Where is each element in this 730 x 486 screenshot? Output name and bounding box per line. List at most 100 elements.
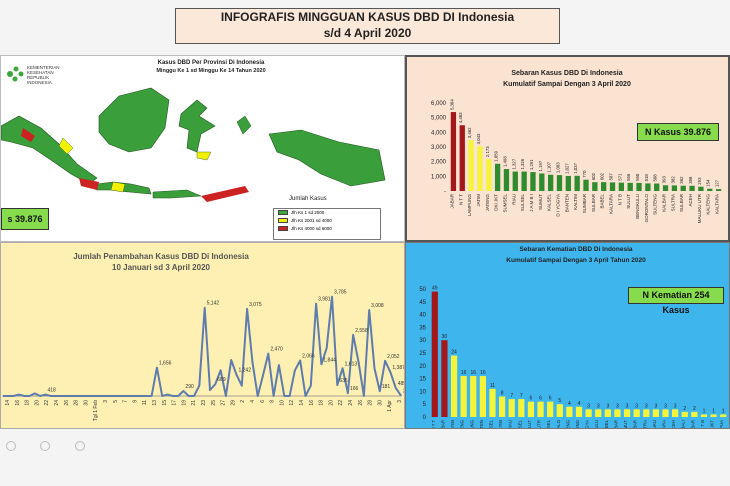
data-point [193, 395, 195, 397]
papua-shape [268, 129, 386, 187]
data-point [373, 367, 376, 370]
data-label: 1,613 [345, 361, 358, 367]
x-tick-label: 24 [54, 400, 60, 406]
category-label: PAPUA [719, 420, 724, 429]
data-label: 49 [432, 286, 438, 292]
data-point [140, 395, 142, 397]
chart-subtitle: Kumulatif Sampai Dengan 3 April Tahun 20… [506, 257, 646, 264]
category-label: MALUKU UTR [537, 420, 542, 429]
category-label: SUMSEL [546, 419, 551, 429]
category-label: N T B [700, 420, 705, 429]
bar [441, 340, 448, 417]
x-tick-label: 22 [44, 400, 50, 406]
chart-title: Sebaran Kasus DBD Di Indonesia [511, 70, 622, 77]
x-tick-label: 14 [299, 400, 305, 406]
bar [710, 414, 717, 417]
y-tick-label: 15 [419, 377, 426, 383]
data-point [135, 395, 137, 397]
data-label: 602 [600, 172, 605, 180]
category-label: BENGKULU [594, 420, 599, 429]
x-tick-label: 16 [15, 400, 21, 406]
data-label: 11 [490, 383, 495, 389]
data-label: 1,859 [494, 150, 499, 161]
bar [574, 175, 580, 191]
legend-item: Jlh Ks 2001 sd 4000 [274, 217, 380, 225]
data-point [103, 395, 105, 397]
bar [477, 146, 483, 191]
bar [470, 376, 477, 417]
legend-swatch-yellow [278, 218, 288, 224]
category-label: BABEL [600, 194, 605, 209]
data-label: 8 [501, 391, 504, 397]
data-label: 635 [339, 378, 348, 384]
y-tick-label: 5 [423, 402, 427, 408]
category-label: SUMUT [538, 194, 543, 210]
data-point [267, 352, 269, 355]
maluku-shape [236, 115, 252, 135]
legend-label: Jlh Ks 4000 sd 6000 [291, 226, 332, 231]
data-point [310, 385, 312, 387]
y-tick-label: 2,000 [431, 160, 447, 166]
category-label: JATIM [476, 194, 481, 207]
data-point [347, 392, 349, 394]
category-label: BANTEN [564, 194, 569, 212]
data-point [219, 369, 222, 371]
data-label: 3 [597, 403, 600, 409]
data-label: 2,558 [355, 328, 368, 334]
data-label: 1 [712, 408, 715, 414]
bar [489, 388, 496, 417]
data-point [241, 385, 243, 387]
category-label: J A M B I [529, 194, 534, 212]
data-point [129, 395, 131, 397]
data-label: 3,785 [334, 290, 347, 296]
data-label: 2 [693, 406, 696, 412]
data-label: 382 [670, 176, 675, 184]
category-label: SULSEL [520, 194, 525, 212]
bar [595, 409, 602, 417]
category-label: SULTENG [575, 419, 580, 429]
data-point [182, 390, 185, 392]
footer-circle-icon [74, 441, 85, 451]
data-label: 293 [697, 177, 702, 185]
legend-label: Jlh Ks 2001 sd 4000 [291, 218, 332, 223]
category-label: BANTEN [479, 420, 484, 429]
data-label: 2 [683, 406, 686, 412]
data-label: 3 [674, 403, 677, 409]
category-label: DKI JKT [494, 194, 499, 211]
ntt-red-region [201, 186, 249, 202]
data-point [7, 395, 9, 397]
x-tick-label: 22 [338, 400, 344, 406]
category-label: SULTENG [653, 194, 658, 215]
y-tick-label: 4,000 [431, 130, 447, 136]
bar [530, 172, 536, 191]
category-label: N T T [458, 194, 463, 205]
x-tick-label: 10 [279, 400, 285, 406]
daily-line-chart: Jumlah Penambahan Kasus DBD Di Indonesia… [2, 252, 404, 421]
data-point [18, 394, 20, 396]
y-tick-label: - [444, 189, 446, 195]
bar [681, 411, 688, 417]
data-label: 7 [510, 393, 513, 399]
x-tick-label: 9 [132, 400, 138, 403]
data-label: 3 [645, 403, 648, 409]
category-label: JABAR [440, 420, 445, 429]
x-tick-label: 30 [83, 400, 89, 406]
data-label: 16 [480, 370, 486, 376]
y-tick-label: 10 [419, 389, 426, 395]
x-tick-label: 28 [368, 400, 374, 406]
bar [652, 409, 660, 417]
data-label: 1,083 [555, 162, 560, 173]
data-point [177, 395, 179, 397]
category-label: JATIM [450, 420, 455, 429]
map-title: Kasus DBD Per Provinsi Di Indonesia [158, 60, 265, 66]
chart-subtitle: 10 Januari sd 3 April 2020 [112, 263, 211, 272]
data-label: 24 [451, 350, 457, 356]
data-point [198, 385, 200, 387]
data-point [119, 395, 121, 397]
data-label: 508 [653, 174, 658, 182]
x-tick-label: 6 [260, 400, 266, 403]
data-label: 3,043 [476, 133, 481, 144]
x-tick-label: 24 [348, 400, 354, 406]
data-point [368, 309, 370, 311]
bar [618, 182, 625, 191]
